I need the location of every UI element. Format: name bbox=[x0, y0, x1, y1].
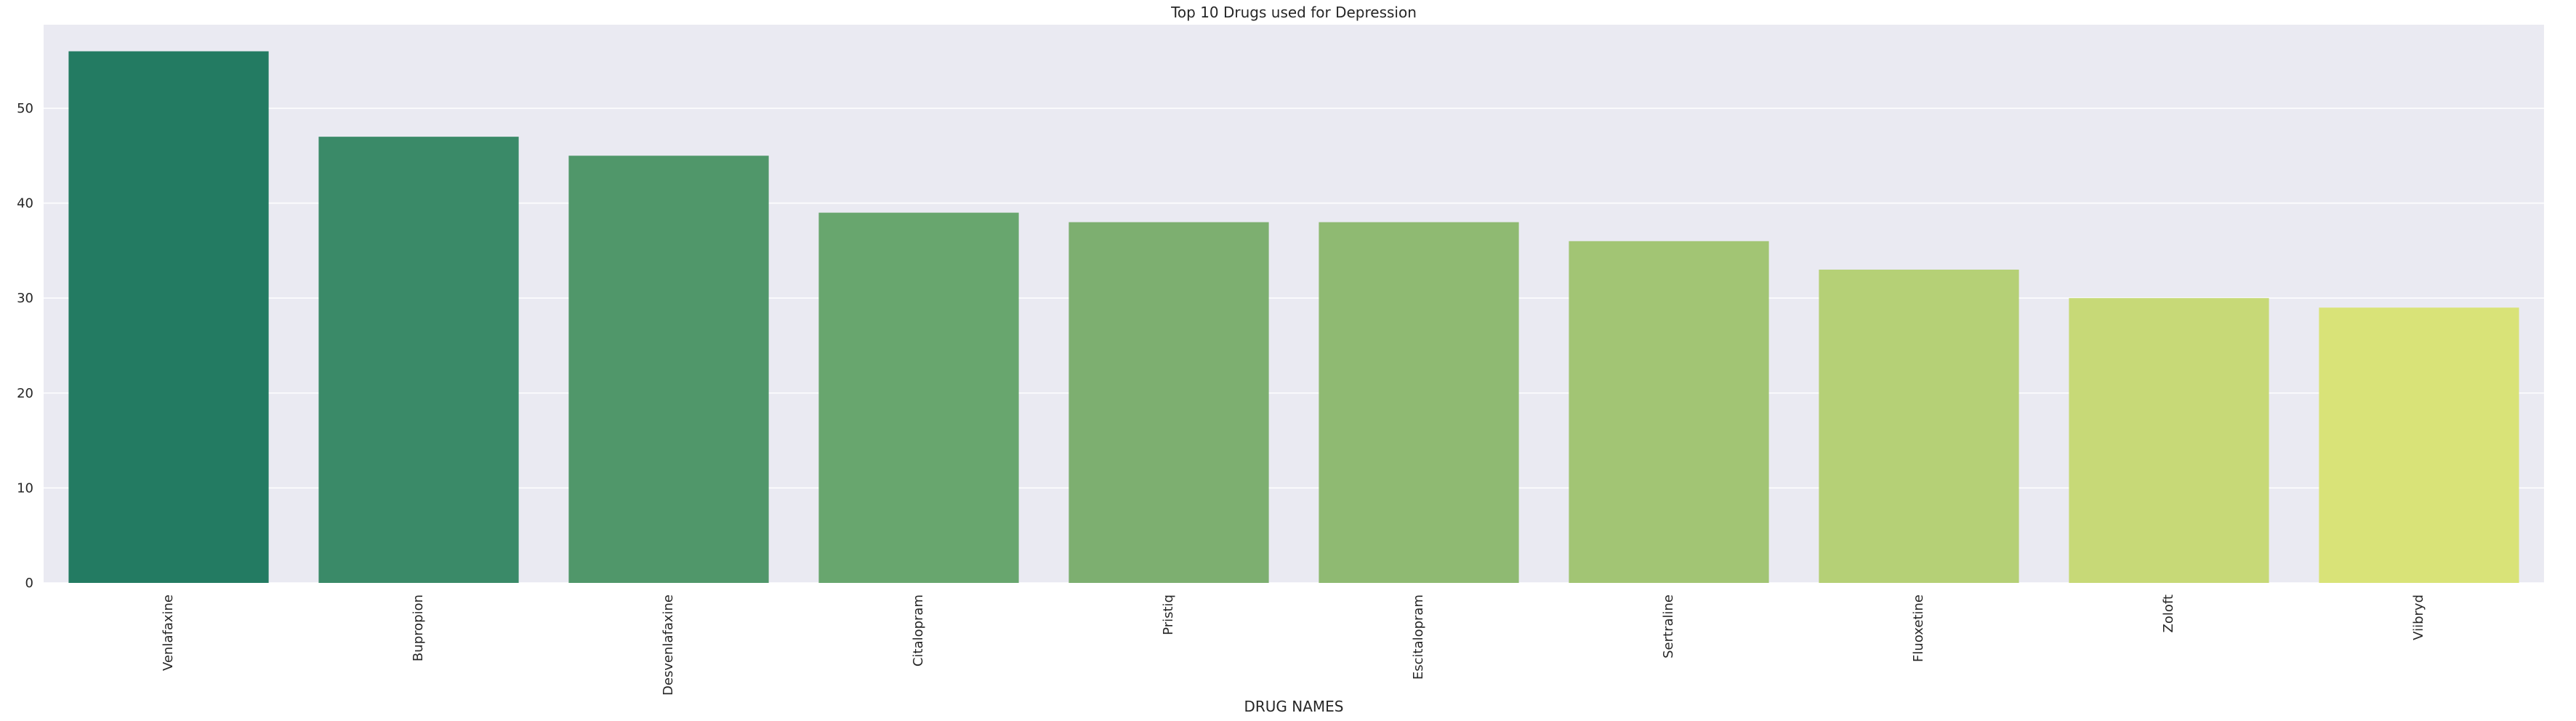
bars bbox=[68, 51, 2519, 584]
x-tick-label: Desvenlafaxine bbox=[661, 595, 676, 696]
y-tick-label: 30 bbox=[17, 291, 33, 306]
bar-zoloft bbox=[2069, 298, 2269, 583]
x-tick-label: Zoloft bbox=[2161, 595, 2176, 632]
bar-bupropion bbox=[318, 137, 519, 584]
bar-viibryd bbox=[2319, 307, 2519, 583]
y-tick-label: 10 bbox=[17, 480, 33, 496]
x-tick-label: Venlafaxine bbox=[161, 595, 176, 671]
bar-sertraline bbox=[1569, 241, 1769, 583]
x-tick-label: Bupropion bbox=[411, 595, 426, 661]
x-tick-label: Escitalopram bbox=[1411, 595, 1426, 680]
x-axis-label: DRUG NAMES bbox=[1244, 698, 1343, 715]
bar-desvenlafaxine bbox=[568, 156, 769, 584]
x-tick-label: Citalopram bbox=[911, 595, 926, 666]
y-tick-label: 40 bbox=[17, 196, 33, 212]
chart-title: Top 10 Drugs used for Depression bbox=[1170, 4, 1417, 21]
bar-venlafaxine bbox=[68, 51, 269, 584]
bar-pristiq bbox=[1068, 222, 1269, 583]
bar-escitalopram bbox=[1319, 222, 1519, 583]
y-axis-ticks: 0 10 20 30 40 50 bbox=[17, 101, 33, 591]
x-tick-label: Sertraline bbox=[1661, 595, 1676, 658]
bar-fluoxetine bbox=[1819, 269, 2019, 583]
x-axis-ticks: Venlafaxine Bupropion Desvenlafaxine Citalo… bbox=[161, 595, 2426, 696]
x-tick-label: Fluoxetine bbox=[1911, 595, 1926, 662]
y-tick-label: 0 bbox=[25, 576, 33, 591]
x-tick-label: Viibryd bbox=[2411, 595, 2426, 640]
bar-citalopram bbox=[818, 212, 1019, 583]
y-tick-label: 20 bbox=[17, 386, 33, 401]
y-tick-label: 50 bbox=[17, 101, 33, 116]
x-tick-label: Pristiq bbox=[1161, 595, 1176, 635]
